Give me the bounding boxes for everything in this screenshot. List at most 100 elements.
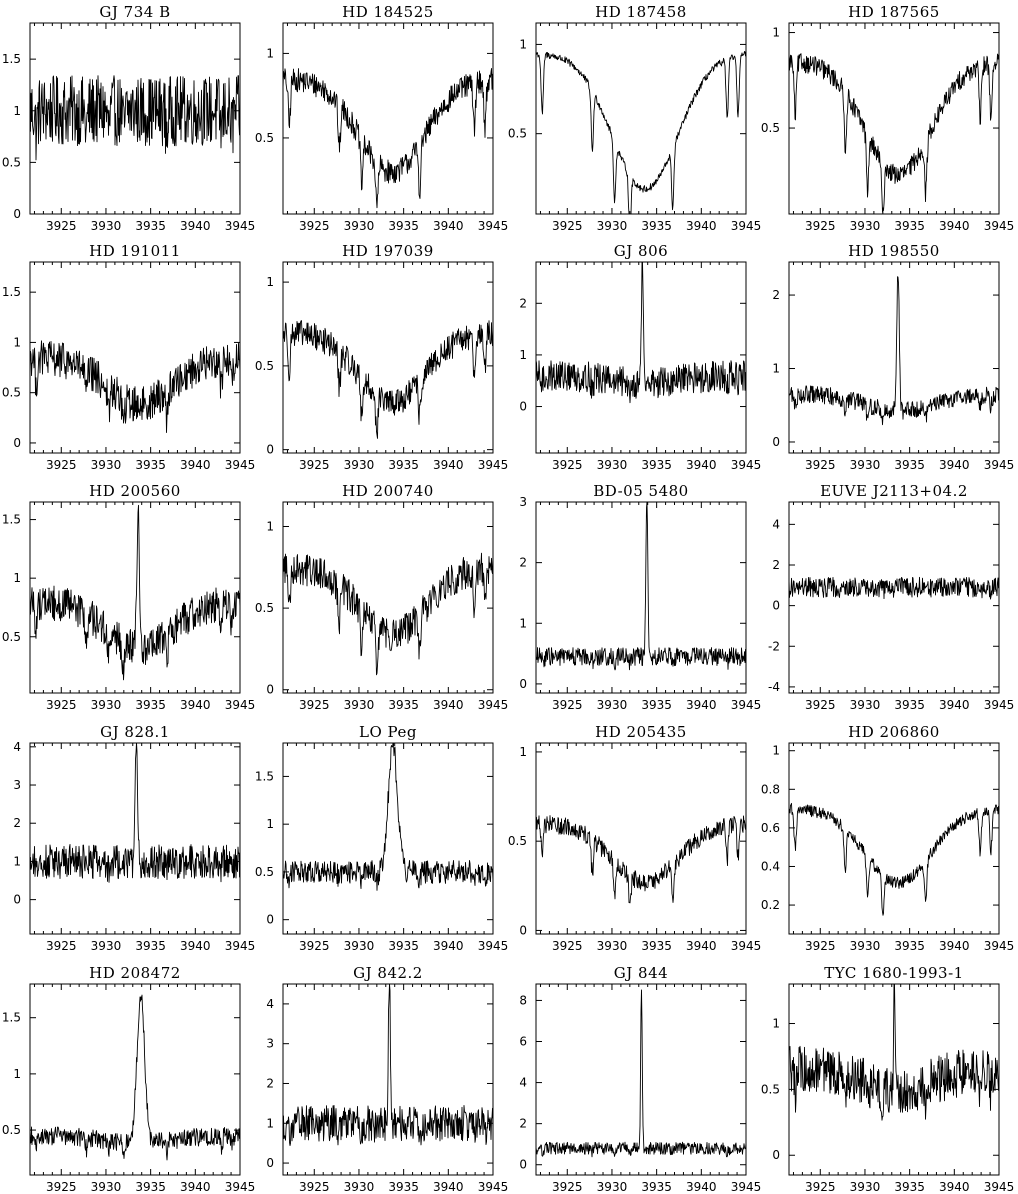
y-tick-label: 1 <box>519 616 527 630</box>
y-tick-label: 1 <box>772 26 780 40</box>
x-tick-label: 3925 <box>805 698 836 712</box>
x-tick-label: 3945 <box>478 458 509 472</box>
y-tick-label: 1 <box>266 817 274 831</box>
axes-frame <box>282 22 494 215</box>
y-tick-label: 0 <box>772 435 780 449</box>
y-tick-label: 2 <box>519 296 527 310</box>
panel-title: HD 200560 <box>89 482 181 500</box>
spectrum-line <box>29 742 241 883</box>
panel-title: HD 198550 <box>848 242 940 260</box>
subplot-17: HD 208472 3925 3930 3935 3940 3945 0.5 1 1.5 <box>2 964 255 1194</box>
spectrum-line <box>788 983 1000 1121</box>
y-tick-label: 1 <box>772 362 780 376</box>
x-tick-label: 3935 <box>388 939 419 953</box>
x-tick-label: 3930 <box>850 219 881 233</box>
y-tick-label: 0.8 <box>761 782 780 796</box>
y-tick-label: 0 <box>519 400 527 414</box>
y-tick-label: 1.5 <box>2 52 21 66</box>
x-tick-label: 3945 <box>478 939 509 953</box>
y-tick-label: 1.5 <box>2 513 21 527</box>
y-tick-label: 0 <box>13 207 21 221</box>
y-tick-label: 4 <box>519 1076 527 1090</box>
y-tick-label: 0.6 <box>761 821 780 835</box>
subplot-6: HD 197039 3925 3930 3935 3940 3945 0 0.5 1 <box>255 242 508 472</box>
x-tick-label: 3925 <box>552 458 583 472</box>
axes-frame <box>535 22 747 215</box>
axes-frame <box>29 983 241 1176</box>
spectrum-line <box>29 504 241 681</box>
x-tick-label: 3940 <box>686 939 717 953</box>
x-tick-label: 3940 <box>433 458 464 472</box>
x-tick-label: 3925 <box>46 458 77 472</box>
axes-frame <box>282 742 494 935</box>
y-tick-label: 2 <box>13 816 21 830</box>
y-tick-label: 0 <box>266 913 274 927</box>
axes-frame <box>29 501 241 694</box>
subplot-1: GJ 734 B 3925 3930 3935 3940 3945 0 0.5 1 1.5 <box>2 3 255 233</box>
y-tick-label: 2 <box>519 556 527 570</box>
y-tick-label: 0.5 <box>2 1123 21 1137</box>
x-tick-label: 3925 <box>552 219 583 233</box>
x-tick-label: 3935 <box>894 458 925 472</box>
y-tick-label: 3 <box>519 495 527 509</box>
spectrum-line <box>788 802 1000 916</box>
y-tick-label: 1 <box>266 46 274 60</box>
spectrum-line <box>282 983 494 1147</box>
x-tick-label: 3930 <box>344 219 375 233</box>
x-tick-label: 3945 <box>478 1180 509 1194</box>
x-tick-label: 3940 <box>180 939 211 953</box>
x-tick-label: 3935 <box>388 219 419 233</box>
x-tick-label: 3925 <box>552 698 583 712</box>
spectrum-line <box>788 53 1000 213</box>
spectrum-line <box>282 320 494 439</box>
x-tick-label: 3945 <box>731 458 762 472</box>
x-tick-label: 3925 <box>46 1180 77 1194</box>
spectrum-line <box>29 994 241 1161</box>
x-tick-label: 3930 <box>91 219 122 233</box>
x-tick-label: 3935 <box>135 1180 166 1194</box>
x-tick-label: 3935 <box>894 698 925 712</box>
x-tick-label: 3935 <box>135 458 166 472</box>
panel-title: HD 205435 <box>595 723 687 741</box>
y-tick-label: -2 <box>768 639 780 653</box>
x-tick-label: 3940 <box>686 1180 717 1194</box>
x-tick-label: 3925 <box>552 939 583 953</box>
x-tick-label: 3940 <box>433 698 464 712</box>
y-tick-label: 1 <box>266 275 274 289</box>
x-tick-label: 3935 <box>894 219 925 233</box>
y-tick-label: 1 <box>13 854 21 868</box>
y-tick-label: 0 <box>772 1148 780 1162</box>
x-tick-label: 3925 <box>46 939 77 953</box>
x-tick-label: 3925 <box>46 219 77 233</box>
y-tick-label: 0.5 <box>761 121 780 135</box>
y-tick-label: 2 <box>772 558 780 572</box>
subplot-11: BD-05 5480 3925 3930 3935 3940 3945 0 1 2 3 <box>519 482 761 712</box>
y-tick-label: 0 <box>266 1156 274 1170</box>
y-tick-label: 4 <box>266 997 274 1011</box>
x-tick-label: 3935 <box>388 698 419 712</box>
x-tick-label: 3930 <box>597 219 628 233</box>
y-tick-label: -4 <box>768 680 780 694</box>
x-tick-label: 3930 <box>91 698 122 712</box>
x-tick-label: 3925 <box>552 1180 583 1194</box>
x-tick-label: 3925 <box>299 1180 330 1194</box>
x-tick-label: 3940 <box>939 698 970 712</box>
y-tick-label: 1 <box>519 37 527 51</box>
panel-title: BD-05 5480 <box>593 482 688 500</box>
x-tick-label: 3940 <box>180 698 211 712</box>
subplot-3: HD 187458 3925 3930 3935 3940 3945 0.5 1 <box>508 3 761 233</box>
axes-frame <box>788 22 1000 215</box>
y-tick-label: 2 <box>519 1117 527 1131</box>
subplot-5: HD 191011 3925 3930 3935 3940 3945 0 0.5 1 1.5 <box>2 242 255 472</box>
x-tick-label: 3930 <box>850 698 881 712</box>
y-tick-label: 0.5 <box>2 630 21 644</box>
x-tick-label: 3945 <box>225 458 256 472</box>
y-tick-label: 1 <box>13 335 21 349</box>
y-tick-label: 1.5 <box>255 769 274 783</box>
x-tick-label: 3935 <box>641 219 672 233</box>
axes-frame <box>282 983 494 1176</box>
y-tick-label: 0 <box>13 436 21 450</box>
x-tick-label: 3930 <box>850 1180 881 1194</box>
subplot-10: HD 200740 3925 3930 3935 3940 3945 0 0.5 1 <box>255 482 508 712</box>
